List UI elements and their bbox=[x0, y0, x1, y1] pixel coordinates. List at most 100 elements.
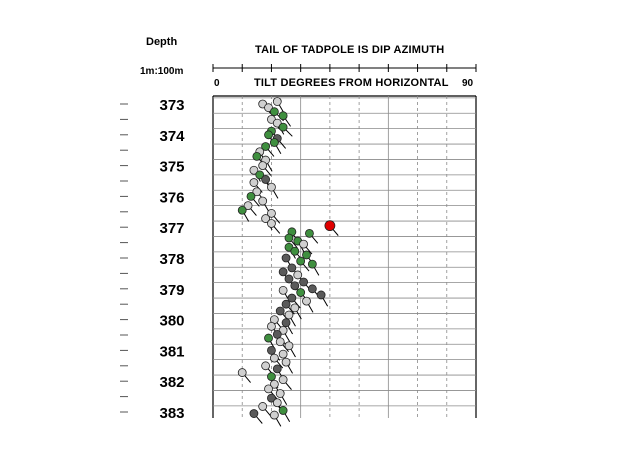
depth-tick-label: 381 bbox=[159, 343, 184, 360]
tadpole-head bbox=[264, 130, 273, 140]
tadpole bbox=[267, 219, 281, 234]
tadpole-head bbox=[272, 364, 282, 374]
tadpole-head bbox=[258, 161, 268, 171]
tadpole-head bbox=[307, 259, 317, 269]
tadpole bbox=[307, 259, 320, 276]
tadpole-head bbox=[275, 389, 285, 398]
tadpole bbox=[284, 233, 298, 249]
tadpole-head bbox=[278, 267, 288, 277]
tadpole bbox=[284, 341, 296, 358]
grid bbox=[212, 95, 477, 418]
depth-axis: 373 374 375 376 377 378 379 380 381 382 383 bbox=[120, 64, 477, 422]
depth-tick-label: 379 bbox=[159, 282, 184, 299]
tadpole-head bbox=[278, 111, 288, 121]
tadpole-head bbox=[267, 345, 276, 355]
tadpole-marks bbox=[237, 97, 339, 427]
tadpole bbox=[269, 410, 282, 427]
tadpole-head bbox=[302, 296, 311, 306]
tadpole bbox=[267, 182, 279, 199]
tadpole bbox=[284, 310, 296, 327]
tadpole-head bbox=[278, 375, 288, 385]
tadpole-head bbox=[290, 281, 300, 291]
tadpole bbox=[316, 290, 329, 307]
tadpole-head bbox=[237, 368, 247, 377]
tadpole-head bbox=[264, 333, 273, 343]
depth-tick-label: 375 bbox=[159, 159, 184, 176]
tadpole-head bbox=[278, 349, 288, 359]
tadpole-head bbox=[290, 303, 300, 313]
tadpole bbox=[272, 97, 285, 114]
tadpole bbox=[267, 208, 281, 224]
tadpole bbox=[249, 409, 263, 424]
tadpole-head bbox=[281, 253, 291, 263]
tadpole bbox=[278, 111, 291, 127]
tadpole-head bbox=[299, 277, 308, 287]
tadpole bbox=[258, 161, 272, 176]
tadpole bbox=[278, 122, 293, 137]
tadpole-head bbox=[302, 250, 311, 260]
x-axis-max-label: 90 bbox=[462, 78, 474, 89]
tadpole-head bbox=[269, 353, 279, 363]
tadpole-head bbox=[246, 191, 256, 201]
x-axis-min-label: 0 bbox=[214, 78, 220, 89]
tadpole bbox=[290, 303, 302, 320]
tadpole-head bbox=[252, 187, 262, 197]
depth-tick-label: 383 bbox=[159, 405, 184, 422]
depth-column-title: Depth bbox=[146, 36, 178, 48]
tadpole bbox=[305, 228, 319, 244]
tadpole-head bbox=[261, 175, 271, 184]
tadpole-head bbox=[281, 318, 291, 328]
tadpole-head bbox=[267, 182, 276, 192]
tadpole-head bbox=[261, 142, 271, 151]
tadpole-head bbox=[243, 201, 253, 211]
tadpole-head bbox=[272, 329, 282, 339]
tadpole-head bbox=[307, 284, 317, 294]
tadpole bbox=[261, 361, 275, 377]
tadpole bbox=[237, 368, 251, 383]
tadpole-head bbox=[267, 393, 276, 403]
tadpole-head bbox=[267, 208, 276, 218]
depth-tick-label: 380 bbox=[159, 313, 184, 330]
tadpole-head bbox=[275, 337, 285, 347]
tadpole-head bbox=[278, 285, 288, 295]
tadpole-head bbox=[284, 233, 294, 243]
tadpole bbox=[324, 220, 339, 236]
tadpole bbox=[281, 299, 295, 315]
tadpole-head bbox=[287, 263, 297, 273]
tadpole-head bbox=[281, 299, 291, 309]
tadpole-head bbox=[284, 274, 294, 284]
tadpole bbox=[281, 357, 293, 374]
tadpole-head bbox=[267, 219, 276, 228]
tadpole-head bbox=[278, 122, 288, 132]
tadpole-head bbox=[255, 170, 265, 180]
tadpole-head bbox=[264, 384, 273, 394]
tadpole bbox=[246, 191, 260, 207]
tadpole bbox=[278, 375, 292, 390]
depth-tick-label: 373 bbox=[159, 97, 184, 114]
tadpole-head bbox=[281, 357, 291, 367]
tadpole-head bbox=[296, 256, 306, 266]
tadpole-head bbox=[261, 361, 271, 371]
tadpole-head bbox=[296, 288, 306, 297]
tadpole-head bbox=[293, 270, 303, 280]
tadpole-head bbox=[278, 406, 288, 415]
tadpole-head bbox=[269, 138, 279, 147]
scale-label: 1m:100m bbox=[140, 66, 184, 77]
tadpole-head bbox=[237, 205, 247, 215]
tadpole-head bbox=[275, 306, 285, 316]
depth-tick-label: 374 bbox=[159, 128, 185, 145]
tadpole-head bbox=[258, 402, 268, 411]
tadpole bbox=[296, 256, 310, 272]
tadpole bbox=[269, 353, 284, 369]
tadpole-head bbox=[258, 196, 268, 206]
tadpole bbox=[278, 406, 291, 422]
tadpole-head bbox=[316, 290, 326, 300]
tadpole bbox=[243, 201, 257, 216]
tadpole-head bbox=[249, 409, 259, 418]
tadpole-head bbox=[267, 372, 276, 381]
x-axis-label: TILT DEGREES FROM HORIZONTAL bbox=[254, 77, 449, 89]
tadpole bbox=[275, 337, 289, 353]
depth-tick-label: 376 bbox=[159, 189, 184, 206]
tadpole-head bbox=[249, 165, 259, 175]
